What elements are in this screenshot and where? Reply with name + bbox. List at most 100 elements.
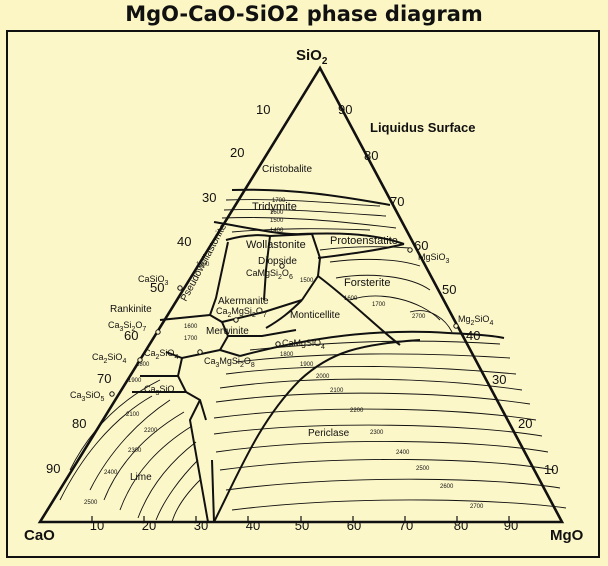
bottom-axis-labels: 10 20 30 40 50 60 70 80 90: [90, 518, 518, 533]
iso-label: 2500: [416, 466, 430, 472]
right-tick-90: 90: [338, 102, 352, 117]
left-tick-40: 40: [177, 234, 191, 249]
iso-label: 1600: [184, 324, 198, 330]
compound-points: [109, 247, 459, 397]
left-axis-labels: 10 20 30 40 50 60 70 80 90: [46, 102, 270, 476]
iso-label: 2100: [126, 412, 140, 418]
iso-label: 1900: [128, 378, 142, 384]
diagram-frame: [6, 30, 600, 558]
iso-label: 1600: [344, 296, 358, 302]
right-tick-20: 20: [518, 416, 532, 431]
iso-label: 1900: [300, 362, 314, 368]
compound-labels: CaSiO3 MgSiO3 CaMgSi2O6 Ca2MgSi2O7 Ca3Si…: [70, 252, 493, 403]
field-wollastonite: Wollastonite: [246, 239, 306, 251]
bottom-tick-50: 50: [295, 518, 309, 533]
right-tick-60: 60: [414, 238, 428, 253]
right-tick-80: 80: [364, 148, 378, 163]
bottom-tick-90: 90: [504, 518, 518, 533]
left-tick-10: 10: [256, 102, 270, 117]
bottom-tick-10: 10: [90, 518, 104, 533]
compound-ca2sio4-a: Ca2SiO4: [92, 352, 126, 365]
compound-mg2sio4: Mg2SiO4: [458, 314, 493, 327]
point-ca2sio4: [137, 357, 143, 363]
point-ca3mgsi2o8: [197, 349, 203, 355]
bottom-tick-70: 70: [399, 518, 413, 533]
compound-casio3: CaSiO3: [138, 274, 169, 287]
left-tick-60: 60: [124, 328, 138, 343]
right-tick-70: 70: [390, 194, 404, 209]
iso-label: 1400: [270, 228, 284, 234]
phase-boundaries: [132, 188, 505, 523]
left-tick-20: 20: [230, 145, 244, 160]
iso-label: 2400: [104, 470, 118, 476]
right-axis-labels: 90 80 70 60 50 40 30 20 10: [338, 102, 558, 477]
compound-ca3sio5: Ca3SiO5: [70, 390, 104, 403]
compound-ca2sio4-b: Ca2SiO4: [144, 348, 178, 361]
right-tick-50: 50: [442, 282, 456, 297]
field-lime: Lime: [130, 472, 152, 483]
field-forsterite: Forsterite: [344, 277, 390, 289]
left-tick-50: 50: [150, 280, 164, 295]
point-camgsio4: [275, 341, 281, 347]
compound-ca3sio: Ca3SiO: [144, 384, 174, 397]
iso-label: 1700: [272, 198, 286, 204]
liquidus-surface-label: Liquidus Surface: [370, 120, 475, 135]
field-protoenstatite: Protoenstatite: [330, 235, 398, 247]
iso-label: 2300: [128, 448, 142, 454]
bottom-tick-60: 60: [347, 518, 361, 533]
iso-label: 2600: [440, 484, 454, 490]
iso-label: 2400: [396, 450, 410, 456]
iso-label: 1500: [196, 262, 210, 268]
point-mg2sio4: [453, 323, 459, 329]
bottom-tick-80: 80: [454, 518, 468, 533]
iso-label: 1700: [184, 336, 198, 342]
iso-label: 2100: [330, 388, 344, 394]
iso-label: 2500: [84, 500, 98, 506]
field-labels: Cristobalite Tridymite Wollastonite Pseu…: [110, 164, 398, 483]
left-tick-70: 70: [97, 371, 111, 386]
iso-label: 2700: [470, 504, 484, 510]
right-tick-30: 30: [492, 372, 506, 387]
field-cristobalite: Cristobalite: [262, 164, 312, 175]
compound-ca2mgsi2o7: Ca2MgSi2O7: [216, 306, 267, 319]
iso-label: 1600: [270, 210, 284, 216]
bottom-tick-20: 20: [142, 518, 156, 533]
point-casio3: [177, 285, 183, 291]
iso-label: 1500: [300, 278, 314, 284]
compound-ca3mgsi2o8: Ca3MgSi2O8: [204, 356, 255, 369]
iso-label: 1800: [136, 362, 150, 368]
field-diopside: Diopside: [258, 256, 297, 267]
point-ca2mgsi2o7: [233, 317, 239, 323]
field-monticellite: Monticellite: [290, 310, 340, 321]
left-tick-30: 30: [202, 190, 216, 205]
compound-ca3si2o7: Ca3Si2O7: [108, 320, 146, 333]
page-title: MgO-CaO-SiO2 phase diagram: [125, 2, 483, 26]
field-merwinite: Merwinite: [206, 326, 249, 337]
iso-label: 2200: [350, 408, 364, 414]
compound-mgsio3: MgSiO3: [418, 252, 450, 265]
point-ca3si2o7: [155, 329, 161, 335]
isotherm-labels: 1700 1600 1500 1400 1500 1500 1600 1700 …: [84, 198, 484, 510]
vertex-cao: CaO: [24, 527, 55, 544]
point-ca3sio5: [109, 391, 115, 397]
iso-label: 2300: [370, 430, 384, 436]
vertex-sio2: SiO2: [296, 47, 328, 67]
tick-marks: [91, 516, 510, 522]
point-camgsi2o6: [279, 263, 285, 269]
field-rankinite: Rankinite: [110, 304, 152, 315]
iso-label: 1500: [270, 218, 284, 224]
iso-label: 2200: [144, 428, 158, 434]
bottom-tick-30: 30: [194, 518, 208, 533]
vertex-mgo: MgO: [550, 527, 584, 544]
isotherm-lines: [59, 199, 567, 523]
compound-camgsi2o6: CaMgSi2O6: [246, 268, 293, 281]
ternary-triangle: [37, 65, 565, 524]
field-akermanite: Akermanite: [218, 296, 269, 307]
field-periclase: Periclase: [308, 428, 350, 439]
point-mgsio3: [407, 247, 413, 253]
iso-label: 2000: [316, 374, 330, 380]
iso-label: 1800: [280, 352, 294, 358]
bottom-tick-40: 40: [246, 518, 260, 533]
iso-label: 1700: [372, 302, 386, 308]
